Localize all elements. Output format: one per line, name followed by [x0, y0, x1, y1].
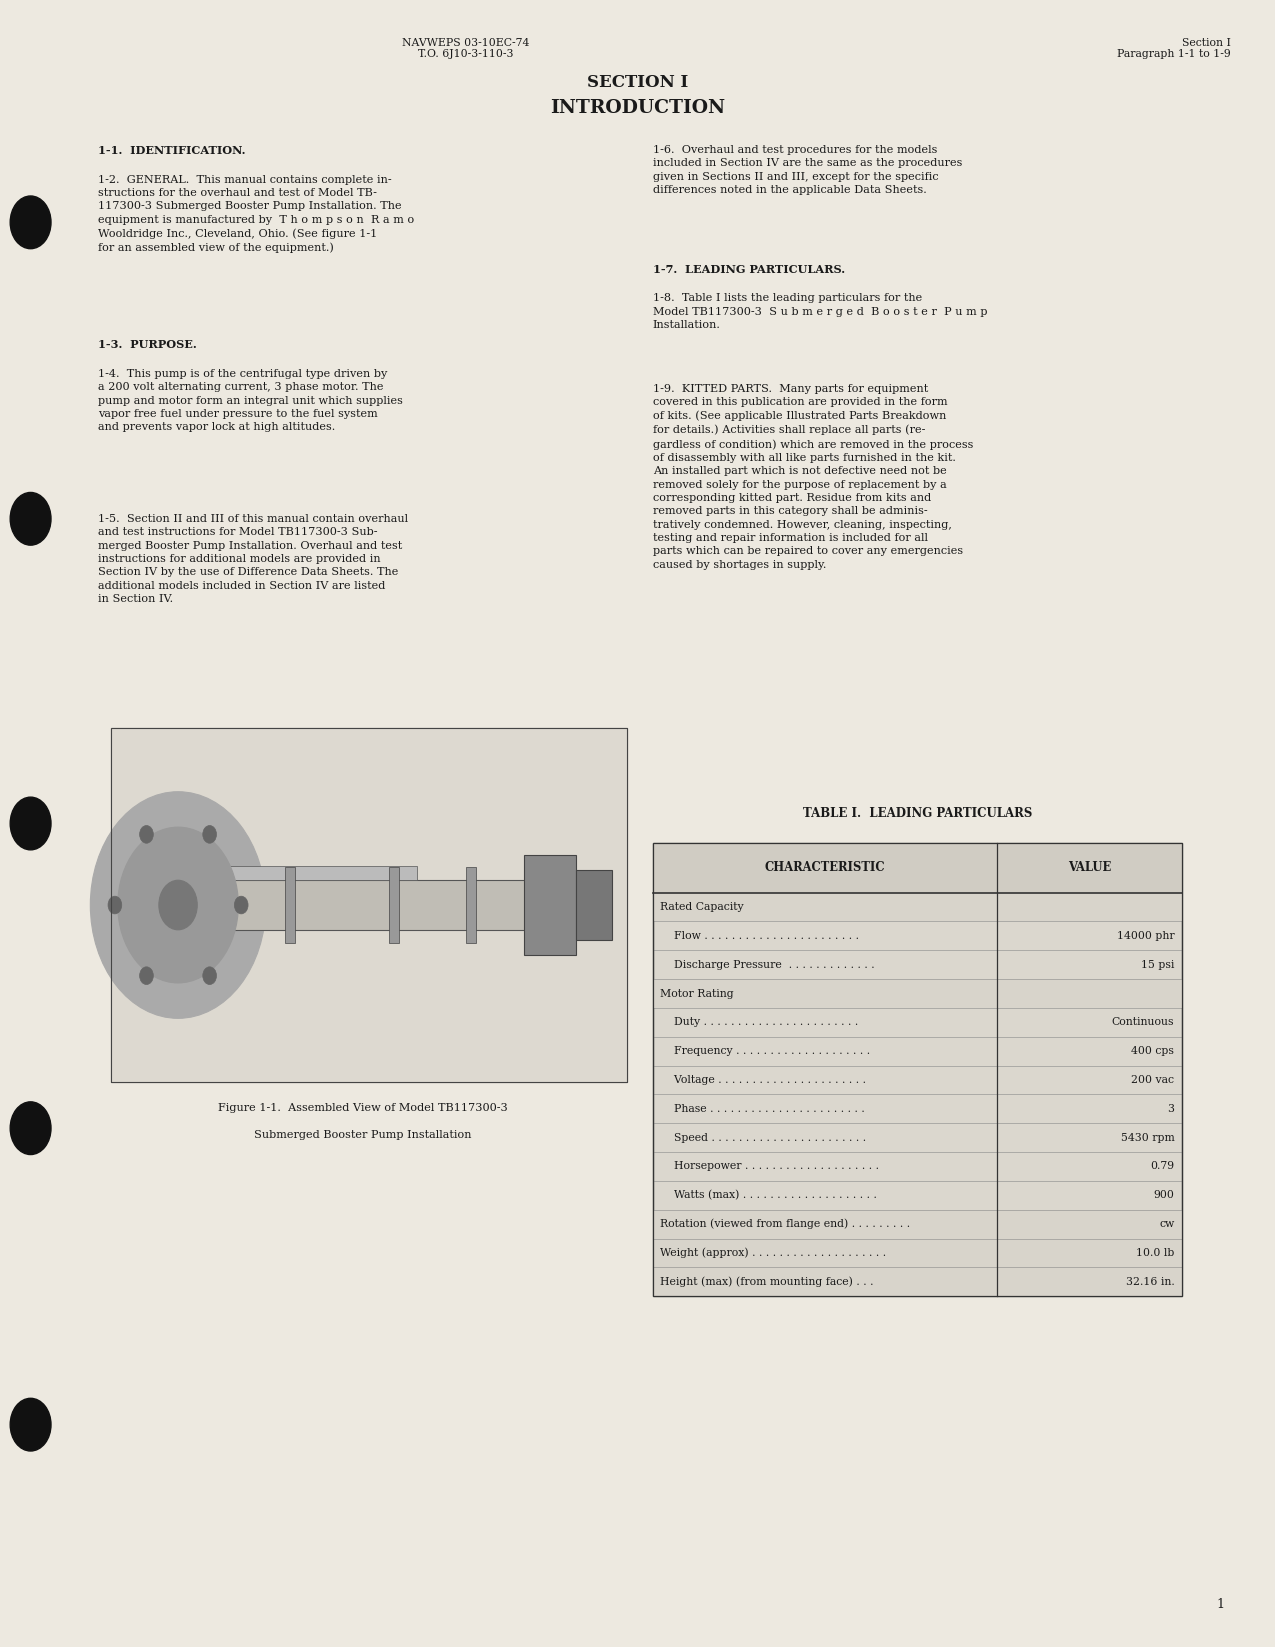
Text: VALUE: VALUE — [1067, 861, 1111, 875]
Bar — [524, 855, 576, 955]
Text: TABLE I.  LEADING PARTICULARS: TABLE I. LEADING PARTICULARS — [803, 807, 1031, 820]
Text: SECTION I: SECTION I — [586, 74, 688, 91]
Text: 1-7.  LEADING PARTICULARS.: 1-7. LEADING PARTICULARS. — [653, 264, 845, 275]
Text: INTRODUCTION: INTRODUCTION — [550, 99, 725, 117]
Circle shape — [203, 825, 217, 843]
Text: 1-3.  PURPOSE.: 1-3. PURPOSE. — [98, 339, 196, 351]
Circle shape — [10, 196, 51, 249]
Bar — [653, 1268, 1182, 1296]
Text: T.O. 6J10-3-110-3: T.O. 6J10-3-110-3 — [418, 49, 513, 59]
Text: Submerged Booster Pump Installation: Submerged Booster Pump Installation — [254, 1130, 472, 1140]
Text: Phase . . . . . . . . . . . . . . . . . . . . . . .: Phase . . . . . . . . . . . . . . . . . … — [660, 1103, 866, 1113]
Text: Discharge Pressure  . . . . . . . . . . . . .: Discharge Pressure . . . . . . . . . . .… — [660, 960, 875, 970]
Text: 1-8.  Table I lists the leading particulars for the
Model TB117300-3  S u b m e : 1-8. Table I lists the leading particula… — [653, 293, 987, 329]
Text: Figure 1-1.  Assembled View of Model TB117300-3: Figure 1-1. Assembled View of Model TB11… — [218, 1103, 507, 1113]
Text: cw: cw — [1159, 1219, 1174, 1229]
Circle shape — [91, 792, 265, 1018]
Text: 32.16 in.: 32.16 in. — [1126, 1276, 1174, 1286]
Text: 15 psi: 15 psi — [1141, 960, 1174, 970]
Text: 1-1.  IDENTIFICATION.: 1-1. IDENTIFICATION. — [98, 145, 246, 156]
Circle shape — [117, 827, 238, 983]
Bar — [111, 728, 627, 1082]
Text: Frequency . . . . . . . . . . . . . . . . . . . .: Frequency . . . . . . . . . . . . . . . … — [660, 1046, 871, 1056]
Text: Motor Rating: Motor Rating — [660, 988, 734, 998]
Text: 3: 3 — [1168, 1103, 1174, 1113]
Circle shape — [10, 1398, 51, 1451]
Bar — [286, 866, 296, 944]
Bar — [653, 843, 1182, 1296]
Circle shape — [159, 879, 198, 931]
Text: Voltage . . . . . . . . . . . . . . . . . . . . . .: Voltage . . . . . . . . . . . . . . . . … — [660, 1075, 867, 1085]
Bar — [465, 866, 476, 944]
Bar — [653, 978, 1182, 1008]
Bar — [653, 893, 1182, 922]
Text: Watts (max) . . . . . . . . . . . . . . . . . . . .: Watts (max) . . . . . . . . . . . . . . … — [660, 1191, 877, 1201]
Text: 900: 900 — [1154, 1191, 1174, 1201]
Text: Section I: Section I — [1182, 38, 1230, 48]
Text: 10.0 lb: 10.0 lb — [1136, 1248, 1174, 1258]
Bar — [653, 1239, 1182, 1268]
Bar — [653, 843, 1182, 893]
Text: 14000 phr: 14000 phr — [1117, 931, 1174, 940]
Text: Speed . . . . . . . . . . . . . . . . . . . . . . .: Speed . . . . . . . . . . . . . . . . . … — [660, 1133, 867, 1143]
Circle shape — [10, 492, 51, 545]
Text: 1-5.  Section II and III of this manual contain overhaul
and test instructions f: 1-5. Section II and III of this manual c… — [98, 514, 408, 604]
Circle shape — [10, 797, 51, 850]
Text: 1-2.  GENERAL.  This manual contains complete in-
structions for the overhaul an: 1-2. GENERAL. This manual contains compl… — [98, 175, 414, 254]
Text: CHARACTERISTIC: CHARACTERISTIC — [765, 861, 885, 875]
Circle shape — [108, 896, 121, 914]
Circle shape — [235, 896, 249, 914]
Text: 1-4.  This pump is of the centrifugal type driven by
a 200 volt alternating curr: 1-4. This pump is of the centrifugal typ… — [98, 369, 403, 433]
Text: Duty . . . . . . . . . . . . . . . . . . . . . . .: Duty . . . . . . . . . . . . . . . . . .… — [660, 1018, 858, 1028]
Circle shape — [140, 825, 153, 843]
Text: 400 cps: 400 cps — [1131, 1046, 1174, 1056]
Text: Paragraph 1-1 to 1-9: Paragraph 1-1 to 1-9 — [1117, 49, 1230, 59]
Bar — [576, 870, 612, 940]
Circle shape — [203, 967, 217, 985]
Text: Horsepower . . . . . . . . . . . . . . . . . . . .: Horsepower . . . . . . . . . . . . . . .… — [660, 1161, 880, 1171]
Text: 200 vac: 200 vac — [1131, 1075, 1174, 1085]
Text: 1: 1 — [1216, 1598, 1224, 1611]
Text: Continuous: Continuous — [1112, 1018, 1174, 1028]
Bar — [653, 843, 1182, 1296]
Text: Rotation (viewed from flange end) . . . . . . . . .: Rotation (viewed from flange end) . . . … — [660, 1219, 910, 1229]
Text: 1-9.  KITTED PARTS.  Many parts for equipment
covered in this publication are pr: 1-9. KITTED PARTS. Many parts for equipm… — [653, 384, 973, 570]
Bar — [389, 866, 399, 944]
Bar — [653, 1209, 1182, 1239]
Bar — [111, 728, 627, 1082]
Text: Height (max) (from mounting face) . . .: Height (max) (from mounting face) . . . — [660, 1276, 873, 1286]
Text: 5430 rpm: 5430 rpm — [1121, 1133, 1174, 1143]
Text: 0.79: 0.79 — [1150, 1161, 1174, 1171]
Text: Rated Capacity: Rated Capacity — [660, 903, 745, 912]
Circle shape — [10, 1102, 51, 1155]
Text: Weight (approx) . . . . . . . . . . . . . . . . . . . .: Weight (approx) . . . . . . . . . . . . … — [660, 1248, 886, 1258]
Text: Flow . . . . . . . . . . . . . . . . . . . . . . .: Flow . . . . . . . . . . . . . . . . . .… — [660, 931, 859, 940]
Bar — [199, 879, 534, 931]
Bar — [111, 728, 627, 1082]
Bar — [199, 866, 417, 879]
Text: 1-6.  Overhaul and test procedures for the models
included in Section IV are the: 1-6. Overhaul and test procedures for th… — [653, 145, 963, 194]
Circle shape — [140, 967, 153, 985]
Text: NAVWEPS 03-10EC-74: NAVWEPS 03-10EC-74 — [402, 38, 529, 48]
